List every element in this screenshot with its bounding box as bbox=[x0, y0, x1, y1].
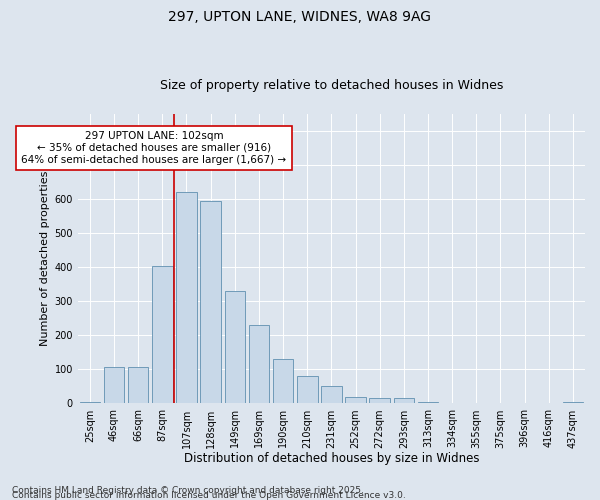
X-axis label: Distribution of detached houses by size in Widnes: Distribution of detached houses by size … bbox=[184, 452, 479, 465]
Bar bbox=[563, 402, 583, 404]
Text: Contains HM Land Registry data © Crown copyright and database right 2025.: Contains HM Land Registry data © Crown c… bbox=[12, 486, 364, 495]
Bar bbox=[394, 398, 414, 404]
Bar bbox=[224, 291, 245, 404]
Bar bbox=[321, 386, 341, 404]
Bar bbox=[297, 376, 317, 404]
Bar bbox=[104, 366, 124, 404]
Bar bbox=[80, 402, 100, 404]
Bar bbox=[418, 402, 438, 404]
Text: 297 UPTON LANE: 102sqm
← 35% of detached houses are smaller (916)
64% of semi-de: 297 UPTON LANE: 102sqm ← 35% of detached… bbox=[22, 132, 286, 164]
Bar bbox=[273, 359, 293, 404]
Text: 297, UPTON LANE, WIDNES, WA8 9AG: 297, UPTON LANE, WIDNES, WA8 9AG bbox=[169, 10, 431, 24]
Text: Contains public sector information licensed under the Open Government Licence v3: Contains public sector information licen… bbox=[12, 490, 406, 500]
Bar bbox=[200, 201, 221, 404]
Bar bbox=[248, 325, 269, 404]
Bar bbox=[128, 366, 148, 404]
Bar bbox=[176, 192, 197, 404]
Bar bbox=[152, 266, 173, 404]
Y-axis label: Number of detached properties: Number of detached properties bbox=[40, 171, 50, 346]
Title: Size of property relative to detached houses in Widnes: Size of property relative to detached ho… bbox=[160, 79, 503, 92]
Bar bbox=[370, 398, 390, 404]
Bar bbox=[345, 396, 366, 404]
